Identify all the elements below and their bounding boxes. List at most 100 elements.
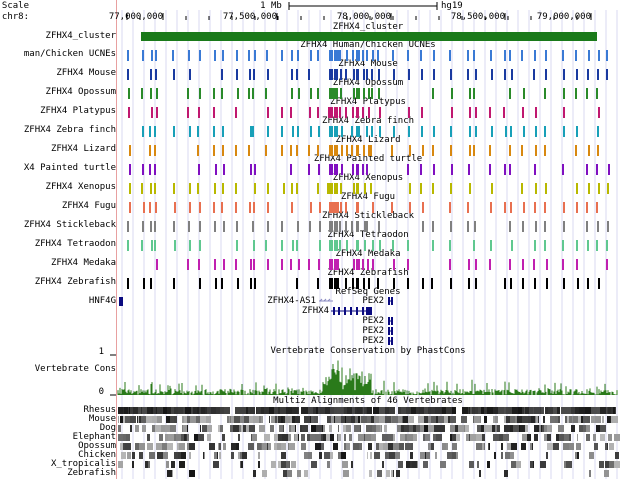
track-label-tetraodon[interactable]: ZFHX4 Tetraodon — [34, 239, 116, 249]
species-opossum[interactable]: Opossum — [78, 441, 116, 451]
track-label-platypus[interactable]: ZFHX4 Platypus — [40, 106, 116, 116]
species-elephant[interactable]: Elephant — [72, 432, 116, 442]
species-x-tropicalis[interactable]: X_tropicalis — [50, 459, 116, 469]
track-label-zebra-finch[interactable]: ZFHX4 Zebra finch — [23, 125, 116, 135]
alignment-block — [512, 407, 518, 414]
gene-pex2-2[interactable]: PEX2 — [362, 316, 384, 326]
alignment-block — [155, 407, 156, 414]
track-label-medaka[interactable]: ZFHX4 Medaka — [50, 258, 116, 268]
ucne-tick — [393, 69, 395, 80]
ucne-tick — [222, 183, 224, 194]
ucne-tick — [236, 240, 238, 251]
track-label-fugu[interactable]: ZFHX4 Fugu — [61, 201, 116, 211]
ucne-tick — [142, 164, 144, 175]
ucne-tick — [393, 259, 395, 270]
alignment-block — [517, 416, 522, 423]
ucne-tick — [248, 88, 250, 99]
track-label-zebrafish[interactable]: ZFHX4 Zebrafish — [34, 277, 116, 287]
alignment-block — [476, 443, 482, 450]
alignment-block — [518, 407, 522, 414]
alignment-block — [230, 425, 233, 432]
alignment-block — [123, 443, 125, 450]
alignment-block — [537, 425, 539, 432]
ucne-tick — [235, 259, 237, 270]
alignment-block — [493, 416, 495, 423]
gene-pex2-4[interactable]: PEX2 — [362, 336, 384, 346]
alignment-block — [156, 443, 162, 450]
track-label-hnf4g[interactable]: HNF4G — [88, 296, 116, 306]
alignment-block — [465, 425, 469, 432]
track-label-vertebrate-cons[interactable]: Vertebrate Cons — [34, 364, 116, 374]
gene-zfhx4[interactable]: ZFHX4 — [301, 306, 329, 316]
alignment-block — [400, 434, 405, 441]
alignment-block — [544, 434, 547, 441]
track-label-lizard[interactable]: ZFHX4 Lizard — [50, 144, 116, 154]
ucne-tick — [521, 183, 523, 194]
alignment-block — [469, 434, 470, 441]
ucne-tick — [308, 145, 310, 156]
alignment-block — [338, 434, 341, 441]
ucne-tick — [249, 69, 251, 80]
alignment-block — [123, 407, 124, 414]
track-label-opossum[interactable]: ZFHX4 Opossum — [45, 87, 116, 97]
alignment-block — [565, 416, 567, 423]
species-chicken[interactable]: Chicken — [78, 450, 116, 460]
gene-pex2-3[interactable]: PEX2 — [362, 326, 384, 336]
track-label-xenopus[interactable]: ZFHX4 Xenopus — [45, 182, 116, 192]
alignment-block — [487, 407, 493, 414]
alignment-block — [220, 425, 223, 432]
alignment-block — [380, 425, 381, 432]
alignment-block — [139, 443, 145, 450]
ucne-tick — [155, 69, 157, 80]
gene-zfhx4-as1[interactable]: ZFHX4-AS1 — [267, 296, 316, 306]
track-label-mouse[interactable]: ZFHX4 Mouse — [56, 68, 116, 78]
alignment-block — [504, 425, 510, 432]
track-label-painted-turtle[interactable]: X4 Painted turtle — [23, 163, 116, 173]
alignment-block — [391, 470, 393, 477]
alignment-block — [183, 425, 187, 432]
ucne-tick — [371, 88, 373, 99]
alignment-block — [323, 434, 326, 441]
ucne-tick — [596, 240, 598, 251]
ucne-tick — [319, 240, 321, 251]
alignment-block — [556, 434, 559, 441]
track-label-stickleback[interactable]: ZFHX4 Stickleback — [23, 220, 116, 230]
species-dog[interactable]: Dog — [99, 423, 116, 433]
ucne-tick — [533, 69, 535, 80]
chrom-label[interactable]: chr8: — [1, 12, 29, 22]
ucne-tick — [351, 126, 353, 137]
alignment-block — [179, 443, 185, 450]
alignment-block — [420, 425, 424, 432]
ucne-tick — [296, 183, 298, 194]
alignment-block — [191, 407, 193, 414]
strand-arrow — [323, 298, 327, 302]
gene-pex2-1[interactable]: PEX2 — [362, 296, 384, 306]
alignment-block — [589, 470, 591, 477]
alignment-block — [559, 434, 564, 441]
alignment-block — [163, 452, 168, 459]
ucne-tick — [254, 164, 256, 175]
alignment-block — [473, 416, 474, 423]
alignment-block — [259, 416, 261, 423]
alignment-block — [564, 461, 566, 468]
track-label-cluster[interactable]: ZFHX4_cluster — [45, 31, 116, 41]
species-zebrafish[interactable]: Zebrafish — [67, 468, 116, 478]
track-label-human-chicken[interactable]: man/Chicken UCNEs — [23, 49, 116, 59]
alignment-block — [219, 452, 220, 459]
alignment-block — [311, 416, 314, 423]
ucne-tick — [250, 164, 252, 175]
alignment-block — [178, 452, 181, 459]
alignment-block — [128, 407, 129, 414]
alignment-block — [213, 461, 219, 468]
ucne-tick — [407, 164, 409, 175]
ucne-tick — [596, 202, 598, 213]
species-rhesus[interactable]: Rhesus — [83, 405, 116, 415]
ucne-tick — [340, 183, 342, 194]
ucne-tick — [576, 259, 578, 270]
alignment-block — [187, 443, 189, 450]
species-mouse[interactable]: Mouse — [88, 414, 116, 424]
ucne-tick — [575, 88, 577, 99]
alignment-block — [166, 416, 170, 423]
alignment-block — [141, 407, 142, 414]
